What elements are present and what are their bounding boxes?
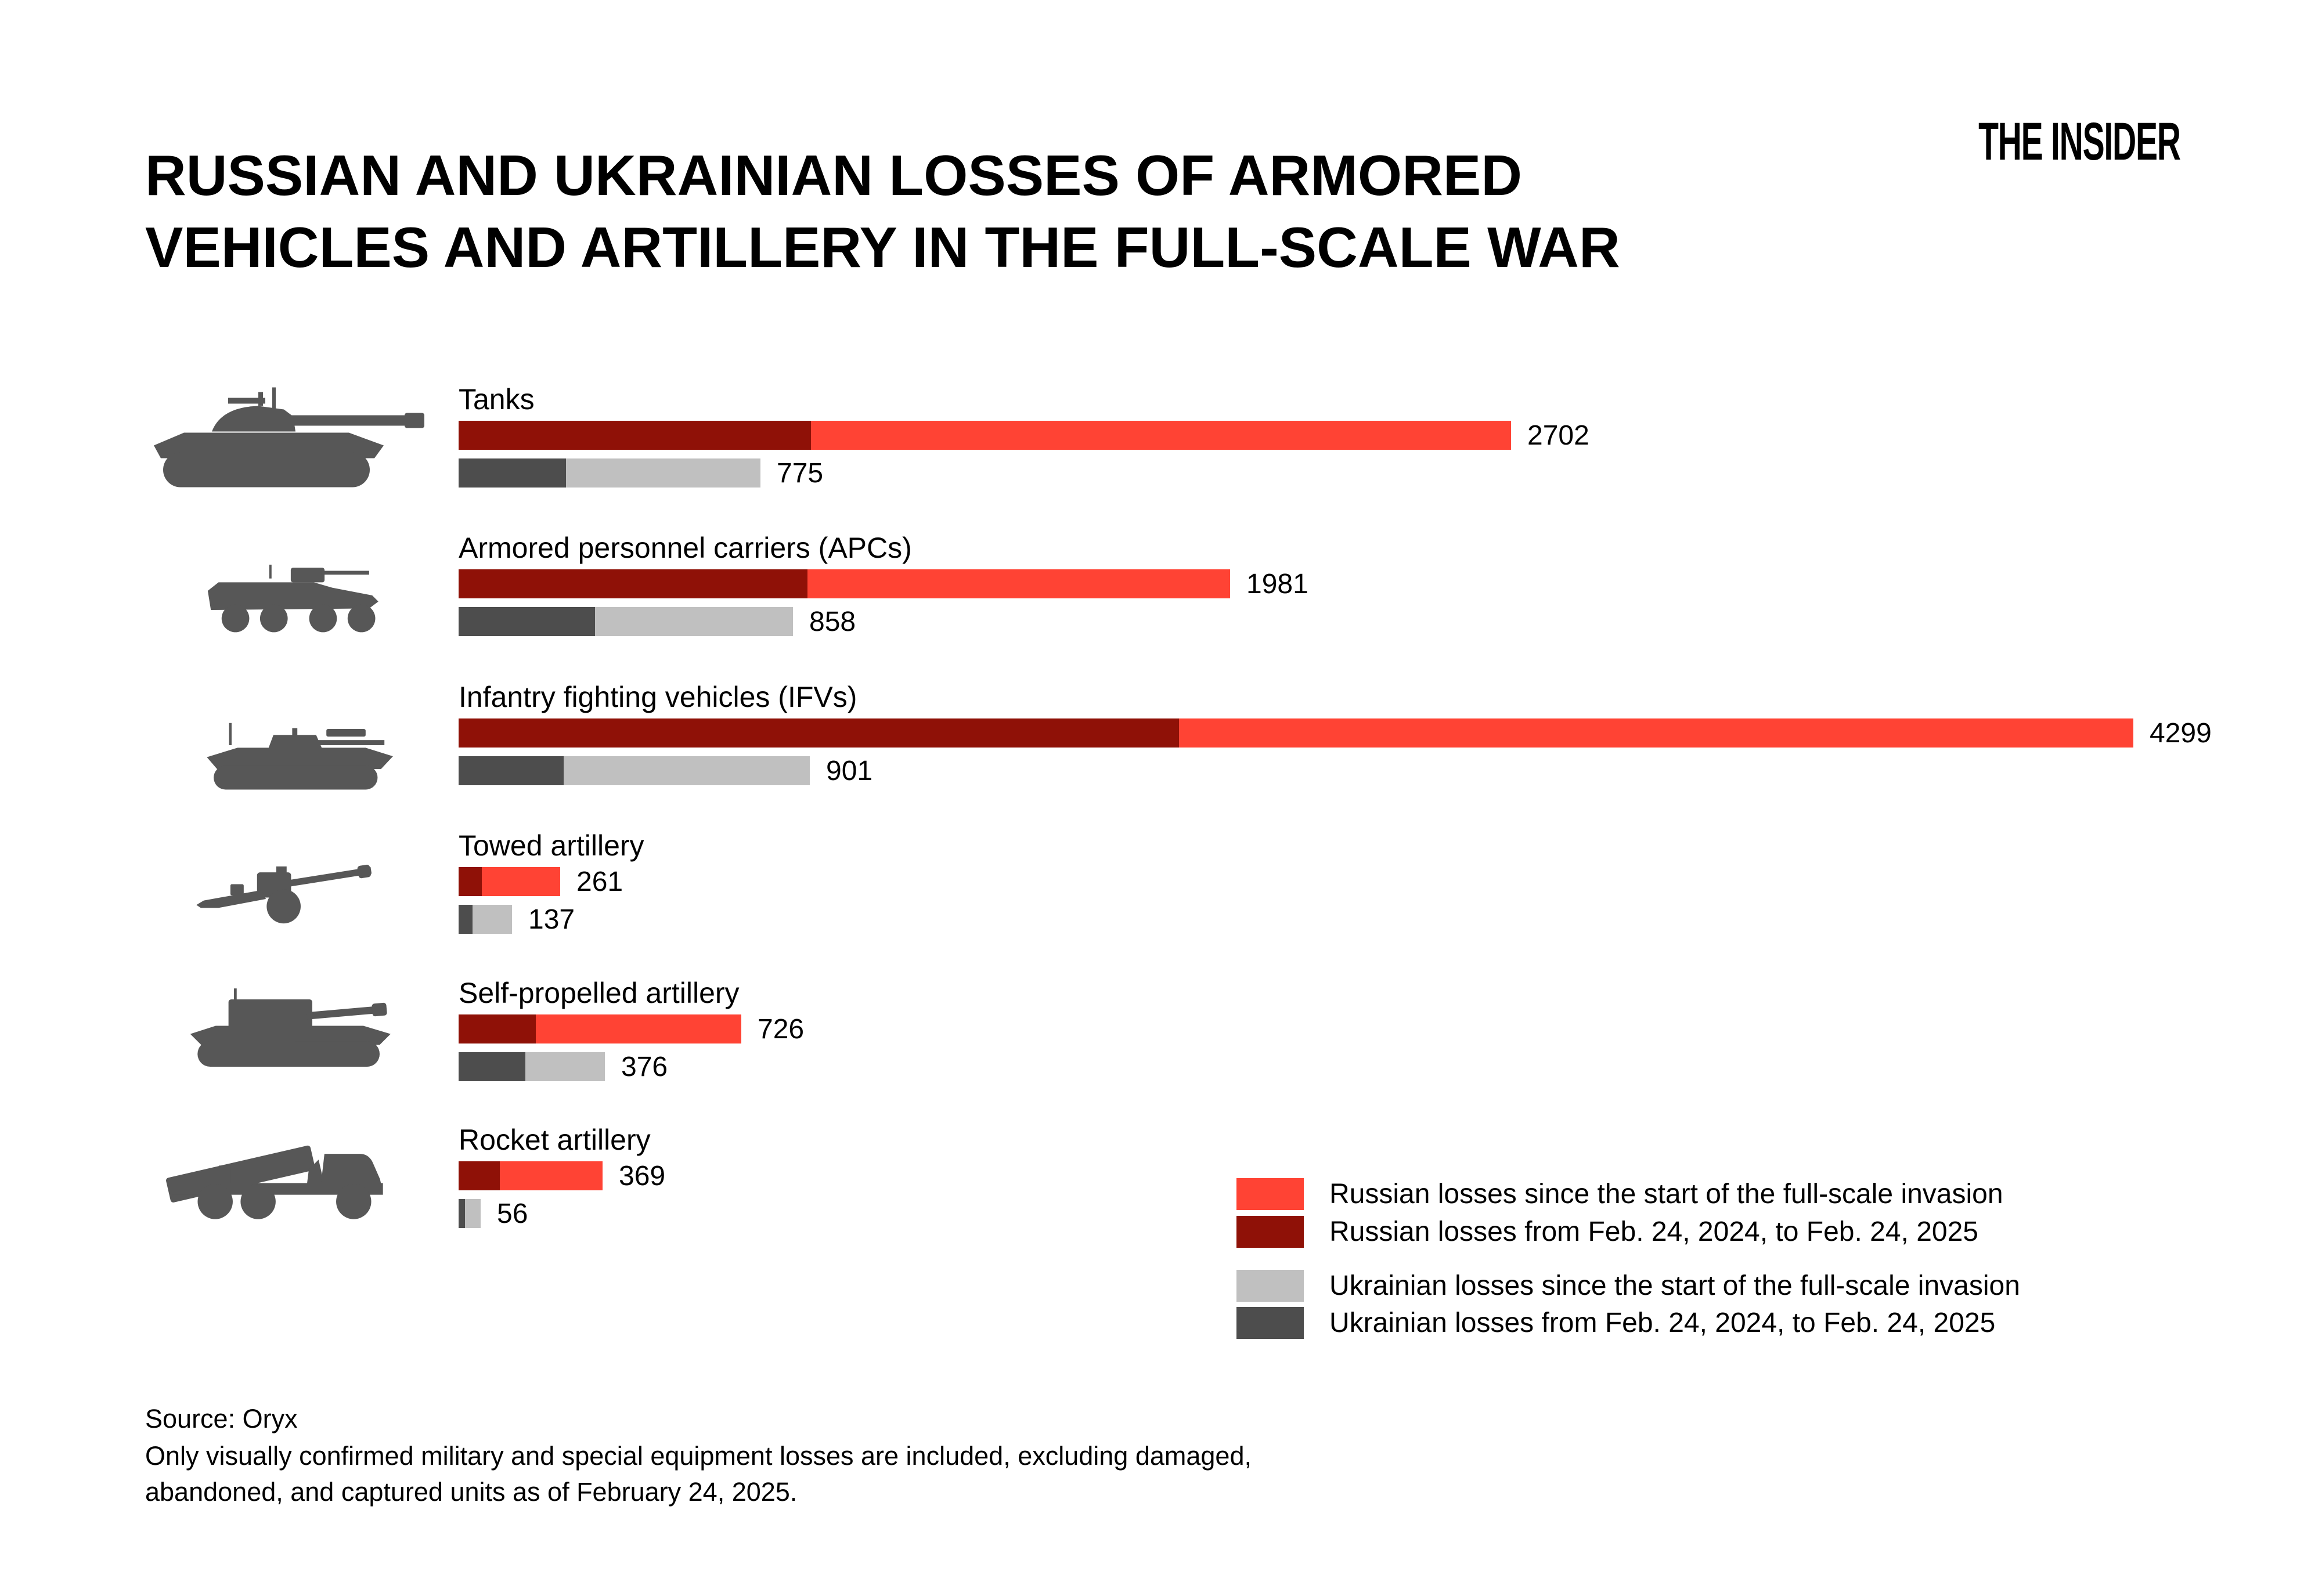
- ukrainian-recent-segment: [459, 1052, 525, 1081]
- ukrainian-value-label: 56: [497, 1198, 528, 1229]
- russian-total-bar: [459, 1014, 741, 1043]
- ukrainian-recent-segment: [459, 458, 566, 488]
- russian-value-label: 1981: [1246, 569, 1308, 600]
- the-insider-logo: THE INSIDER: [1978, 112, 2181, 171]
- source-line: Source: Oryx: [145, 1404, 298, 1433]
- legend-label: Ukrainian losses from Feb. 24, 2024, to …: [1329, 1308, 1996, 1338]
- ukrainian-value-label: 137: [528, 904, 575, 935]
- russian-recent-segment: [459, 1161, 500, 1190]
- russian-recent-segment: [459, 718, 1179, 748]
- self-propelled-artillery-icon: [171, 987, 415, 1079]
- russian-total-bar: [459, 569, 1230, 598]
- category-label: Tanks: [459, 383, 535, 416]
- apc-icon: [157, 560, 432, 638]
- ukrainian-recent-segment: [459, 756, 564, 785]
- towed-artillery-icon: [151, 853, 421, 929]
- russian-total-bar: [459, 867, 560, 896]
- ukrainian-recent-segment: [459, 1199, 465, 1228]
- ukrainian-total-bar: [459, 756, 810, 785]
- russian-total-swatch: [1236, 1178, 1304, 1210]
- russian-total-bar: [459, 421, 1511, 450]
- tank-icon: [142, 380, 432, 499]
- legend-label: Russian losses since the start of the fu…: [1329, 1179, 2003, 1209]
- category-label: Towed artillery: [459, 829, 644, 862]
- ukrainian-value-label: 376: [621, 1052, 668, 1082]
- footnote-line2: abandoned, and captured units as of Febr…: [145, 1477, 798, 1507]
- russian-value-label: 261: [576, 866, 623, 897]
- category-label: Infantry fighting vehicles (IFVs): [459, 681, 857, 713]
- ukrainian-total-bar: [459, 607, 793, 636]
- ukrainian-value-label: 901: [826, 756, 873, 786]
- category-label: Rocket artillery: [459, 1124, 651, 1156]
- ukrainian-value-label: 858: [809, 606, 856, 637]
- russian-value-label: 726: [758, 1014, 805, 1045]
- russian-value-label: 4299: [2150, 718, 2212, 749]
- ukrainian-total-bar: [459, 1052, 605, 1081]
- category-label: Self-propelled artillery: [459, 977, 740, 1009]
- russian-total-bar: [459, 718, 2133, 748]
- russian-value-label: 369: [619, 1161, 666, 1191]
- ifv-icon: [174, 716, 432, 803]
- page-title: RUSSIAN AND UKRAINIAN LOSSES OF ARMORED …: [145, 139, 1620, 283]
- legend-label: Ukrainian losses since the start of the …: [1329, 1270, 2020, 1301]
- russian-recent-segment: [459, 1014, 536, 1043]
- ukrainian-total-bar: [459, 1199, 481, 1228]
- ukrainian-total-swatch: [1236, 1270, 1304, 1302]
- ukrainian-recent-segment: [459, 905, 473, 934]
- footnote-line1: Only visually confirmed military and spe…: [145, 1441, 1252, 1471]
- footnote: Only visually confirmed military and spe…: [145, 1438, 1252, 1510]
- russian-total-bar: [459, 1161, 603, 1190]
- russian-recent-segment: [459, 867, 482, 896]
- ukrainian-total-bar: [459, 458, 760, 488]
- ukrainian-recent-swatch: [1236, 1307, 1304, 1339]
- ukrainian-total-bar: [459, 905, 512, 934]
- ukrainian-value-label: 775: [777, 458, 824, 489]
- ukrainian-recent-segment: [459, 607, 595, 636]
- page-title-line1: RUSSIAN AND UKRAINIAN LOSSES OF ARMORED: [145, 143, 1523, 207]
- legend-label: Russian losses from Feb. 24, 2024, to Fe…: [1329, 1216, 1978, 1247]
- russian-value-label: 2702: [1527, 420, 1589, 451]
- russian-recent-swatch: [1236, 1216, 1304, 1248]
- russian-recent-segment: [459, 421, 811, 450]
- category-label: Armored personnel carriers (APCs): [459, 532, 912, 564]
- russian-recent-segment: [459, 569, 807, 598]
- rocket-artillery-icon: [163, 1117, 406, 1227]
- page-title-line2: VEHICLES AND ARTILLERY IN THE FULL-SCALE…: [145, 215, 1620, 279]
